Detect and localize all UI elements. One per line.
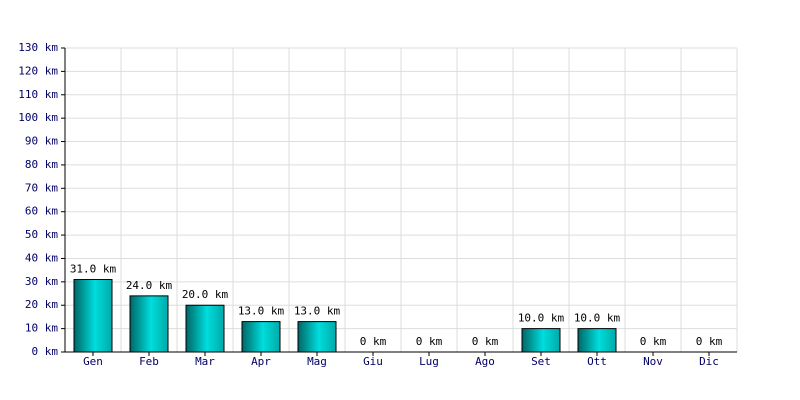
x-tick-label: Apr — [251, 355, 271, 368]
value-label: 0 km — [640, 335, 667, 348]
value-label: 13.0 km — [294, 305, 341, 318]
value-label: 0 km — [696, 335, 723, 348]
y-tick-label: 10 km — [25, 322, 58, 335]
x-tick-label: Feb — [139, 355, 159, 368]
x-tick-label: Lug — [419, 355, 439, 368]
value-label: 0 km — [416, 335, 443, 348]
x-tick-label: Mag — [307, 355, 327, 368]
value-label: 0 km — [360, 335, 387, 348]
y-tick-label: 70 km — [25, 181, 58, 194]
bar — [577, 328, 617, 353]
x-tick-label: Gen — [83, 355, 103, 368]
y-tick-label: 30 km — [25, 275, 58, 288]
x-tick-label: Giu — [363, 355, 383, 368]
value-label: 20.0 km — [182, 288, 229, 301]
x-tick-label: Nov — [643, 355, 663, 368]
bar — [521, 328, 561, 353]
x-tick-label: Ott — [587, 355, 607, 368]
value-label: 10.0 km — [574, 312, 621, 325]
x-tick-label: Mar — [195, 355, 215, 368]
bar — [185, 304, 225, 353]
x-tick-label: Set — [531, 355, 551, 368]
y-tick-label: 20 km — [25, 298, 58, 311]
value-label: 31.0 km — [70, 263, 117, 276]
x-tick-label: Dic — [699, 355, 719, 368]
value-label: 0 km — [472, 335, 499, 348]
value-label: 13.0 km — [238, 305, 285, 318]
value-label: 24.0 km — [126, 279, 173, 292]
y-tick-label: 80 km — [25, 158, 58, 171]
y-tick-label: 90 km — [25, 135, 58, 148]
bar — [73, 279, 113, 353]
y-tick-label: 110 km — [18, 88, 58, 101]
y-tick-label: 60 km — [25, 205, 58, 218]
y-tick-label: 100 km — [18, 111, 58, 124]
x-tick-label: Ago — [475, 355, 495, 368]
y-tick-label: 130 km — [18, 41, 58, 54]
y-tick-label: 0 km — [32, 345, 59, 358]
bar — [241, 321, 281, 353]
bar — [297, 321, 337, 353]
y-tick-label: 40 km — [25, 251, 58, 264]
y-tick-label: 50 km — [25, 228, 58, 241]
y-tick-label: 120 km — [18, 64, 58, 77]
bar — [129, 295, 169, 353]
value-label: 10.0 km — [518, 312, 565, 325]
